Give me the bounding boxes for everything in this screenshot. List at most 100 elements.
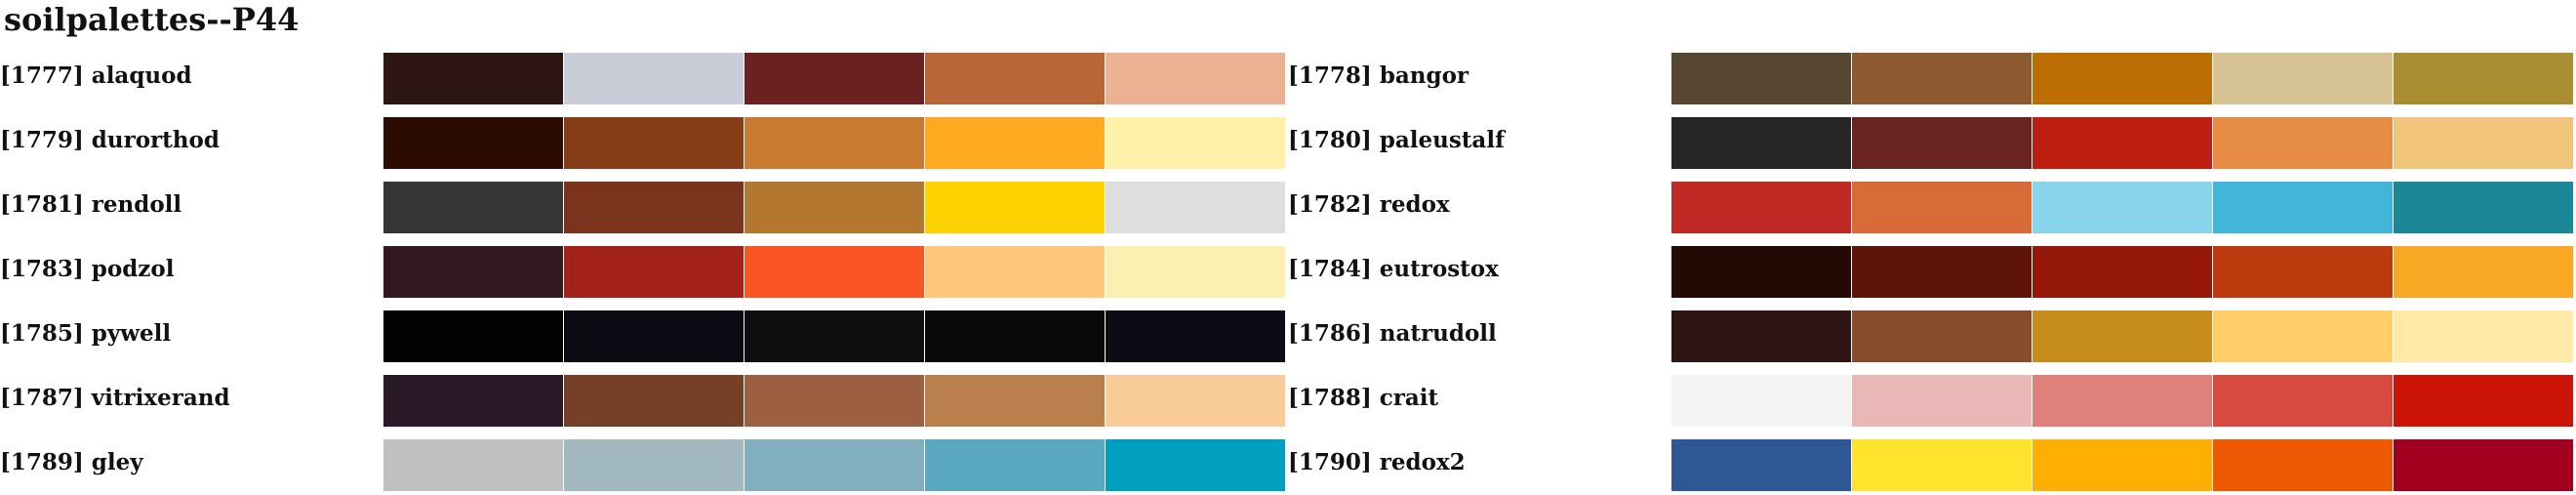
swatch-strip [1671,117,2573,169]
color-swatch [2394,310,2573,362]
color-swatch [1852,246,2032,298]
palette-name: [1778] bangor [1288,62,1469,89]
swatch-strip [383,375,1285,427]
color-swatch [745,310,924,362]
color-swatch [1671,439,1851,491]
color-swatch [745,246,924,298]
palette-name: [1785] pywell [0,320,172,347]
palette-row: [1785] pywell [0,307,1288,362]
color-swatch [1671,53,1851,104]
color-swatch [383,53,563,104]
swatch-strip [1671,246,2573,298]
color-swatch [2213,375,2393,427]
color-swatch [1852,439,2032,491]
color-swatch [383,246,563,298]
color-swatch [2213,53,2393,104]
color-swatch [925,182,1105,233]
color-swatch [2394,53,2573,104]
color-swatch [2033,439,2212,491]
palette-name: [1780] paleustalf [1288,127,1505,153]
swatch-strip [383,117,1285,169]
color-swatch [2394,439,2573,491]
palette-row: [1788] crait [1288,371,2576,427]
palette-name: [1782] redox [1288,191,1450,218]
color-swatch [2394,375,2573,427]
color-swatch [1106,439,1285,491]
color-swatch [925,439,1105,491]
color-swatch [745,53,924,104]
swatch-strip [383,310,1285,362]
page-title: soilpalettes--P44 [4,1,300,38]
color-swatch [383,117,563,169]
color-swatch [2213,117,2393,169]
palette-row: [1777] alaquod [0,49,1288,104]
color-swatch [2033,53,2212,104]
color-swatch [2394,246,2573,298]
color-swatch [564,117,744,169]
color-swatch [1852,53,2032,104]
palette-row: [1789] gley [0,435,1288,491]
color-swatch [1106,310,1285,362]
color-swatch [1106,246,1285,298]
palette-row: [1779] durorthod [0,113,1288,169]
palette-row: [1778] bangor [1288,49,2576,104]
color-swatch [564,246,744,298]
color-swatch [1852,182,2032,233]
swatch-strip [1671,375,2573,427]
color-swatch [2033,310,2212,362]
palette-row: [1787] vitrixerand [0,371,1288,427]
color-swatch [925,246,1105,298]
palette-name: [1787] vitrixerand [0,385,230,411]
palette-row: [1786] natrudoll [1288,307,2576,362]
color-swatch [2213,439,2393,491]
palette-row: [1780] paleustalf [1288,113,2576,169]
palette-row: [1790] redox2 [1288,435,2576,491]
swatch-strip [1671,182,2573,233]
palette-row: [1783] podzol [0,242,1288,298]
color-swatch [925,117,1105,169]
palette-name: [1790] redox2 [1288,449,1466,475]
color-swatch [1671,246,1851,298]
palette-row: [1782] redox [1288,178,2576,233]
color-swatch [564,53,744,104]
color-swatch [383,375,563,427]
color-swatch [925,53,1105,104]
palette-name: [1784] eutrostox [1288,256,1499,282]
color-swatch [1671,310,1851,362]
palette-name: [1786] natrudoll [1288,320,1497,347]
color-swatch [1106,375,1285,427]
color-swatch [2213,182,2393,233]
palette-name: [1783] podzol [0,256,175,282]
color-swatch [1671,375,1851,427]
color-swatch [564,310,744,362]
swatch-strip [383,53,1285,104]
color-swatch [2033,375,2212,427]
color-swatch [745,182,924,233]
color-swatch [2394,117,2573,169]
color-swatch [2033,182,2212,233]
color-swatch [1852,310,2032,362]
color-swatch [745,439,924,491]
palette-name: [1777] alaquod [0,62,192,89]
color-swatch [1671,182,1851,233]
swatch-strip [383,246,1285,298]
color-swatch [925,375,1105,427]
palette-name: [1789] gley [0,449,143,475]
color-swatch [383,182,563,233]
color-swatch [1106,117,1285,169]
palette-row: [1781] rendoll [0,178,1288,233]
swatch-strip [383,182,1285,233]
color-swatch [1671,117,1851,169]
color-swatch [2213,246,2393,298]
palette-name: [1781] rendoll [0,191,182,218]
swatch-strip [1671,439,2573,491]
swatch-strip [383,439,1285,491]
color-swatch [1852,375,2032,427]
color-swatch [2213,310,2393,362]
color-swatch [2033,117,2212,169]
color-swatch [745,375,924,427]
color-swatch [925,310,1105,362]
palette-name: [1779] durorthod [0,127,220,153]
color-swatch [2394,182,2573,233]
color-swatch [564,439,744,491]
